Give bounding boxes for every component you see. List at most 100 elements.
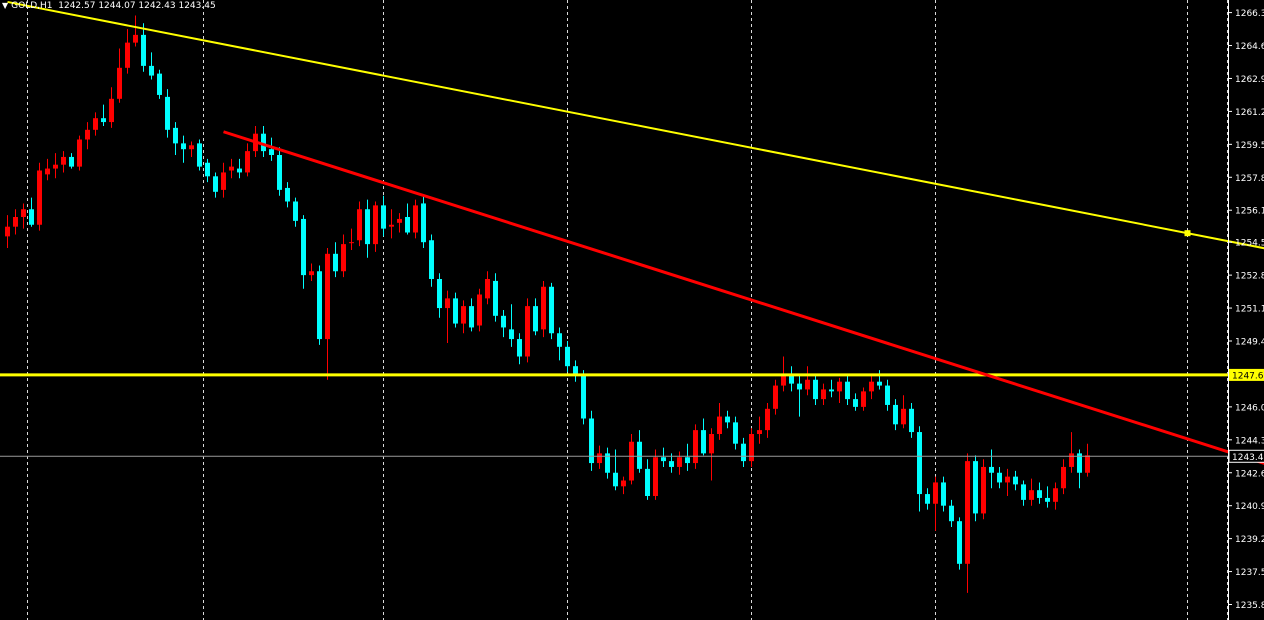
candle-body [85, 129, 90, 140]
candle [309, 263, 314, 281]
chart-header: ▼ GOLD,H1 1242.57 1244.07 1242.43 1243.45 [2, 1, 216, 11]
candle-body [285, 187, 290, 202]
candle-body [661, 457, 666, 462]
y-tick-label: 1235.80 [1235, 601, 1264, 611]
candle-body [245, 151, 250, 173]
candle [157, 69, 162, 99]
candle [1013, 470, 1018, 491]
candle-body [117, 67, 122, 99]
candle [477, 288, 482, 332]
candle [845, 375, 850, 405]
candle [589, 410, 594, 471]
candle-body [101, 118, 106, 123]
candle-body [301, 218, 306, 276]
candle-body [1045, 497, 1050, 502]
candle [333, 242, 338, 278]
y-tick-label: 1237.50 [1235, 568, 1264, 578]
candle [565, 341, 570, 372]
candle [317, 265, 322, 345]
candle-body [813, 379, 818, 400]
candle [661, 447, 666, 467]
candle [493, 273, 498, 322]
candle [109, 87, 114, 128]
candle [117, 48, 122, 103]
grid-lines [27, 0, 1228, 620]
drawn-objects[interactable] [0, 0, 1264, 564]
candle-body [821, 389, 826, 400]
candle-body [565, 346, 570, 367]
candle [789, 366, 794, 392]
candle [45, 158, 50, 181]
candle-body [381, 205, 386, 229]
candle-body [605, 453, 610, 473]
candle [509, 304, 514, 347]
candle [989, 449, 994, 489]
candle-body [677, 457, 682, 467]
candle [997, 466, 1002, 489]
trendline-yellow[interactable] [7, 0, 1264, 310]
candle [397, 213, 402, 233]
candle-body [685, 457, 690, 464]
candle-body [1013, 476, 1018, 485]
candle-body [365, 209, 370, 245]
candle [869, 375, 874, 400]
candle-body [261, 133, 266, 152]
candle [29, 197, 34, 227]
candle [421, 195, 426, 248]
level-price-label: 1247.65 [1232, 371, 1264, 381]
candle-body [397, 218, 402, 223]
candle-body [725, 416, 730, 423]
dropdown-triangle-icon[interactable]: ▼ [2, 1, 9, 10]
trendline-anchor-handle[interactable] [1184, 230, 1191, 237]
y-tick-label: 1251.10 [1235, 305, 1264, 315]
candle [957, 517, 962, 570]
candle-body [773, 385, 778, 409]
candle [813, 373, 818, 405]
candle [557, 327, 562, 361]
candle [677, 451, 682, 475]
candle [973, 455, 978, 522]
candle [853, 393, 858, 411]
y-tick-label: 1242.60 [1235, 469, 1264, 479]
candle-body [629, 441, 634, 481]
candle [37, 162, 42, 231]
candle-body [829, 389, 834, 392]
candle [685, 443, 690, 471]
candle-body [37, 170, 42, 225]
candle-body [981, 466, 986, 514]
candle-body [493, 280, 498, 316]
candle [645, 459, 650, 500]
candle-body [573, 366, 578, 376]
candle [805, 366, 810, 396]
candle-body [861, 391, 866, 407]
candle [829, 379, 834, 398]
symbol-label: GOLD,H1 [11, 1, 53, 11]
candle [525, 298, 530, 363]
y-tick-label: 1239.20 [1235, 535, 1264, 545]
candle [445, 290, 450, 343]
candle [61, 151, 66, 173]
level-price-label-bg [1229, 368, 1264, 381]
candle-body [957, 521, 962, 564]
candle-body [501, 315, 506, 328]
candle [605, 447, 610, 479]
candle [533, 298, 538, 336]
candle-body [437, 279, 442, 309]
candle-body [885, 385, 890, 405]
trendline-red[interactable] [223, 130, 1264, 564]
candle [965, 453, 970, 593]
candle-body [189, 145, 194, 150]
candle-body [1053, 488, 1058, 502]
candle [885, 379, 890, 411]
y-tick-label: 1240.90 [1235, 502, 1264, 512]
candle-body [309, 271, 314, 276]
candle [149, 52, 154, 80]
candle-body [21, 209, 26, 217]
candle [613, 449, 618, 491]
candle-body [357, 209, 362, 241]
candle-body [701, 430, 706, 454]
candle-body [989, 466, 994, 473]
candle-body [133, 34, 138, 43]
candle [469, 298, 474, 332]
